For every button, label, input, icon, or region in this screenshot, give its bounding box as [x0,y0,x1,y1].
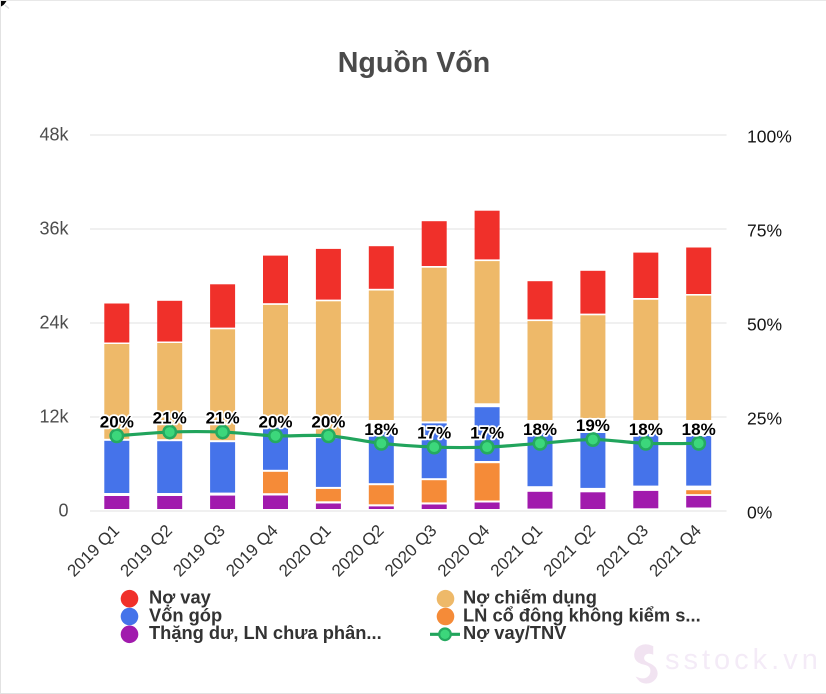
svg-text:2021 Q2: 2021 Q2 [540,521,600,581]
svg-text:LN cổ đông không kiểm s...: LN cổ đông không kiểm s... [463,604,701,625]
svg-text:24k: 24k [39,313,69,333]
svg-text:Nợ vay: Nợ vay [149,587,212,608]
svg-text:12k: 12k [39,407,69,427]
svg-text:21%: 21% [206,409,240,428]
svg-text:36k: 36k [39,219,69,239]
svg-text:Nợ vay/TNV: Nợ vay/TNV [463,622,567,643]
svg-text:50%: 50% [747,315,782,335]
svg-text:2020 Q3: 2020 Q3 [381,521,441,581]
svg-text:2020 Q2: 2020 Q2 [328,521,388,581]
svg-text:Vốn góp: Vốn góp [149,604,222,625]
svg-text:2021 Q3: 2021 Q3 [593,521,653,581]
svg-text:20%: 20% [311,412,345,431]
svg-text:20%: 20% [100,412,134,431]
svg-text:Nguồn Vốn: Nguồn Vốn [338,47,490,79]
svg-text:2021 Q1: 2021 Q1 [487,521,547,581]
svg-text:0%: 0% [747,503,772,523]
svg-text:18%: 18% [629,420,663,439]
svg-text:25%: 25% [747,409,782,429]
svg-text:17%: 17% [417,424,451,443]
svg-text:18%: 18% [523,420,557,439]
svg-text:0: 0 [58,501,68,521]
svg-text:Thặng dư, LN chưa phân...: Thặng dư, LN chưa phân... [149,622,382,643]
svg-text:2019 Q4: 2019 Q4 [222,521,282,581]
svg-text:18%: 18% [364,420,398,439]
svg-text:sstock.vn: sstock.vn [665,644,822,676]
svg-text:48k: 48k [39,125,69,145]
svg-text:2019 Q3: 2019 Q3 [169,521,229,581]
svg-text:17%: 17% [470,424,504,443]
svg-text:75%: 75% [747,221,782,241]
svg-text:2019 Q2: 2019 Q2 [116,521,176,581]
svg-text:19%: 19% [576,416,610,435]
svg-text:2020 Q1: 2020 Q1 [275,521,335,581]
svg-text:100%: 100% [747,127,792,147]
svg-text:2020 Q4: 2020 Q4 [434,521,494,581]
svg-text:18%: 18% [682,420,716,439]
svg-text:21%: 21% [153,409,187,428]
svg-text:20%: 20% [258,412,292,431]
svg-text:Nợ chiếm dụng: Nợ chiếm dụng [463,587,597,608]
svg-text:2019 Q1: 2019 Q1 [64,521,124,581]
svg-text:2021 Q4: 2021 Q4 [645,521,705,581]
